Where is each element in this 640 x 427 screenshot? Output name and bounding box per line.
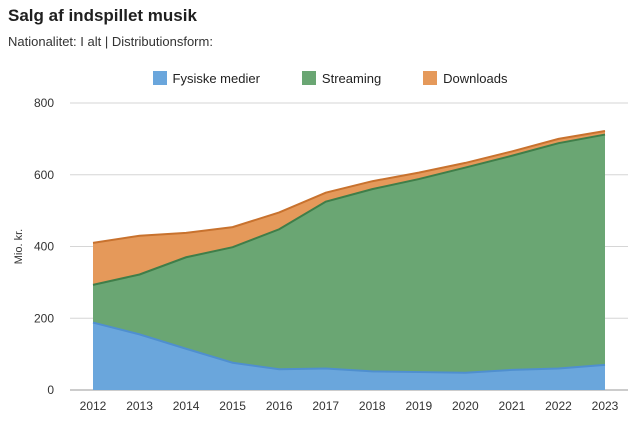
x-tick-label-2023: 2023 <box>592 399 619 413</box>
legend-item-downloads[interactable]: Downloads <box>423 68 508 88</box>
x-tick-label-2020: 2020 <box>452 399 479 413</box>
x-tick-label-2015: 2015 <box>219 399 246 413</box>
x-tick-label-2013: 2013 <box>126 399 153 413</box>
chart-legend: Fysiske medier Streaming Downloads <box>0 68 640 88</box>
legend-label-fysiske-medier: Fysiske medier <box>172 70 260 86</box>
legend-swatch-fysiske-medier <box>152 71 167 85</box>
line-downloads <box>92 129 606 244</box>
y-tick-label-600: 600 <box>34 168 54 182</box>
line-streaming <box>92 133 606 286</box>
y-tick-label-800: 800 <box>34 96 54 110</box>
chart-subtitle: Nationalitet: I alt | Distributionsform: <box>8 34 213 49</box>
area-downloads <box>93 130 605 285</box>
legend-item-fysiske-medier[interactable]: Fysiske medier <box>152 68 260 88</box>
legend-swatch-streaming <box>301 71 316 85</box>
legend-label-streaming: Streaming <box>321 70 382 86</box>
x-tick-label-2022: 2022 <box>545 399 572 413</box>
x-tick-label-2017: 2017 <box>312 399 339 413</box>
legend-label-downloads: Downloads <box>443 70 508 86</box>
x-tick-label-2019: 2019 <box>405 399 432 413</box>
area-streaming <box>93 134 605 373</box>
y-axis-label: Mio. kr. <box>13 229 25 264</box>
area-fysiske-medier <box>93 322 605 390</box>
x-tick-label-2012: 2012 <box>80 399 107 413</box>
x-tick-label-2016: 2016 <box>266 399 293 413</box>
chart-title: Salg af indspillet musik <box>8 6 197 25</box>
line-fysiske-medier <box>92 321 606 374</box>
legend-item-streaming[interactable]: Streaming <box>301 68 382 88</box>
y-tick-label-200: 200 <box>34 311 54 325</box>
x-tick-label-2014: 2014 <box>173 399 200 413</box>
x-tick-label-2021: 2021 <box>499 399 526 413</box>
legend-swatch-downloads <box>423 71 438 85</box>
x-tick-label-2018: 2018 <box>359 399 386 413</box>
y-tick-label-400: 400 <box>34 240 54 254</box>
y-tick-label-0: 0 <box>47 383 54 397</box>
